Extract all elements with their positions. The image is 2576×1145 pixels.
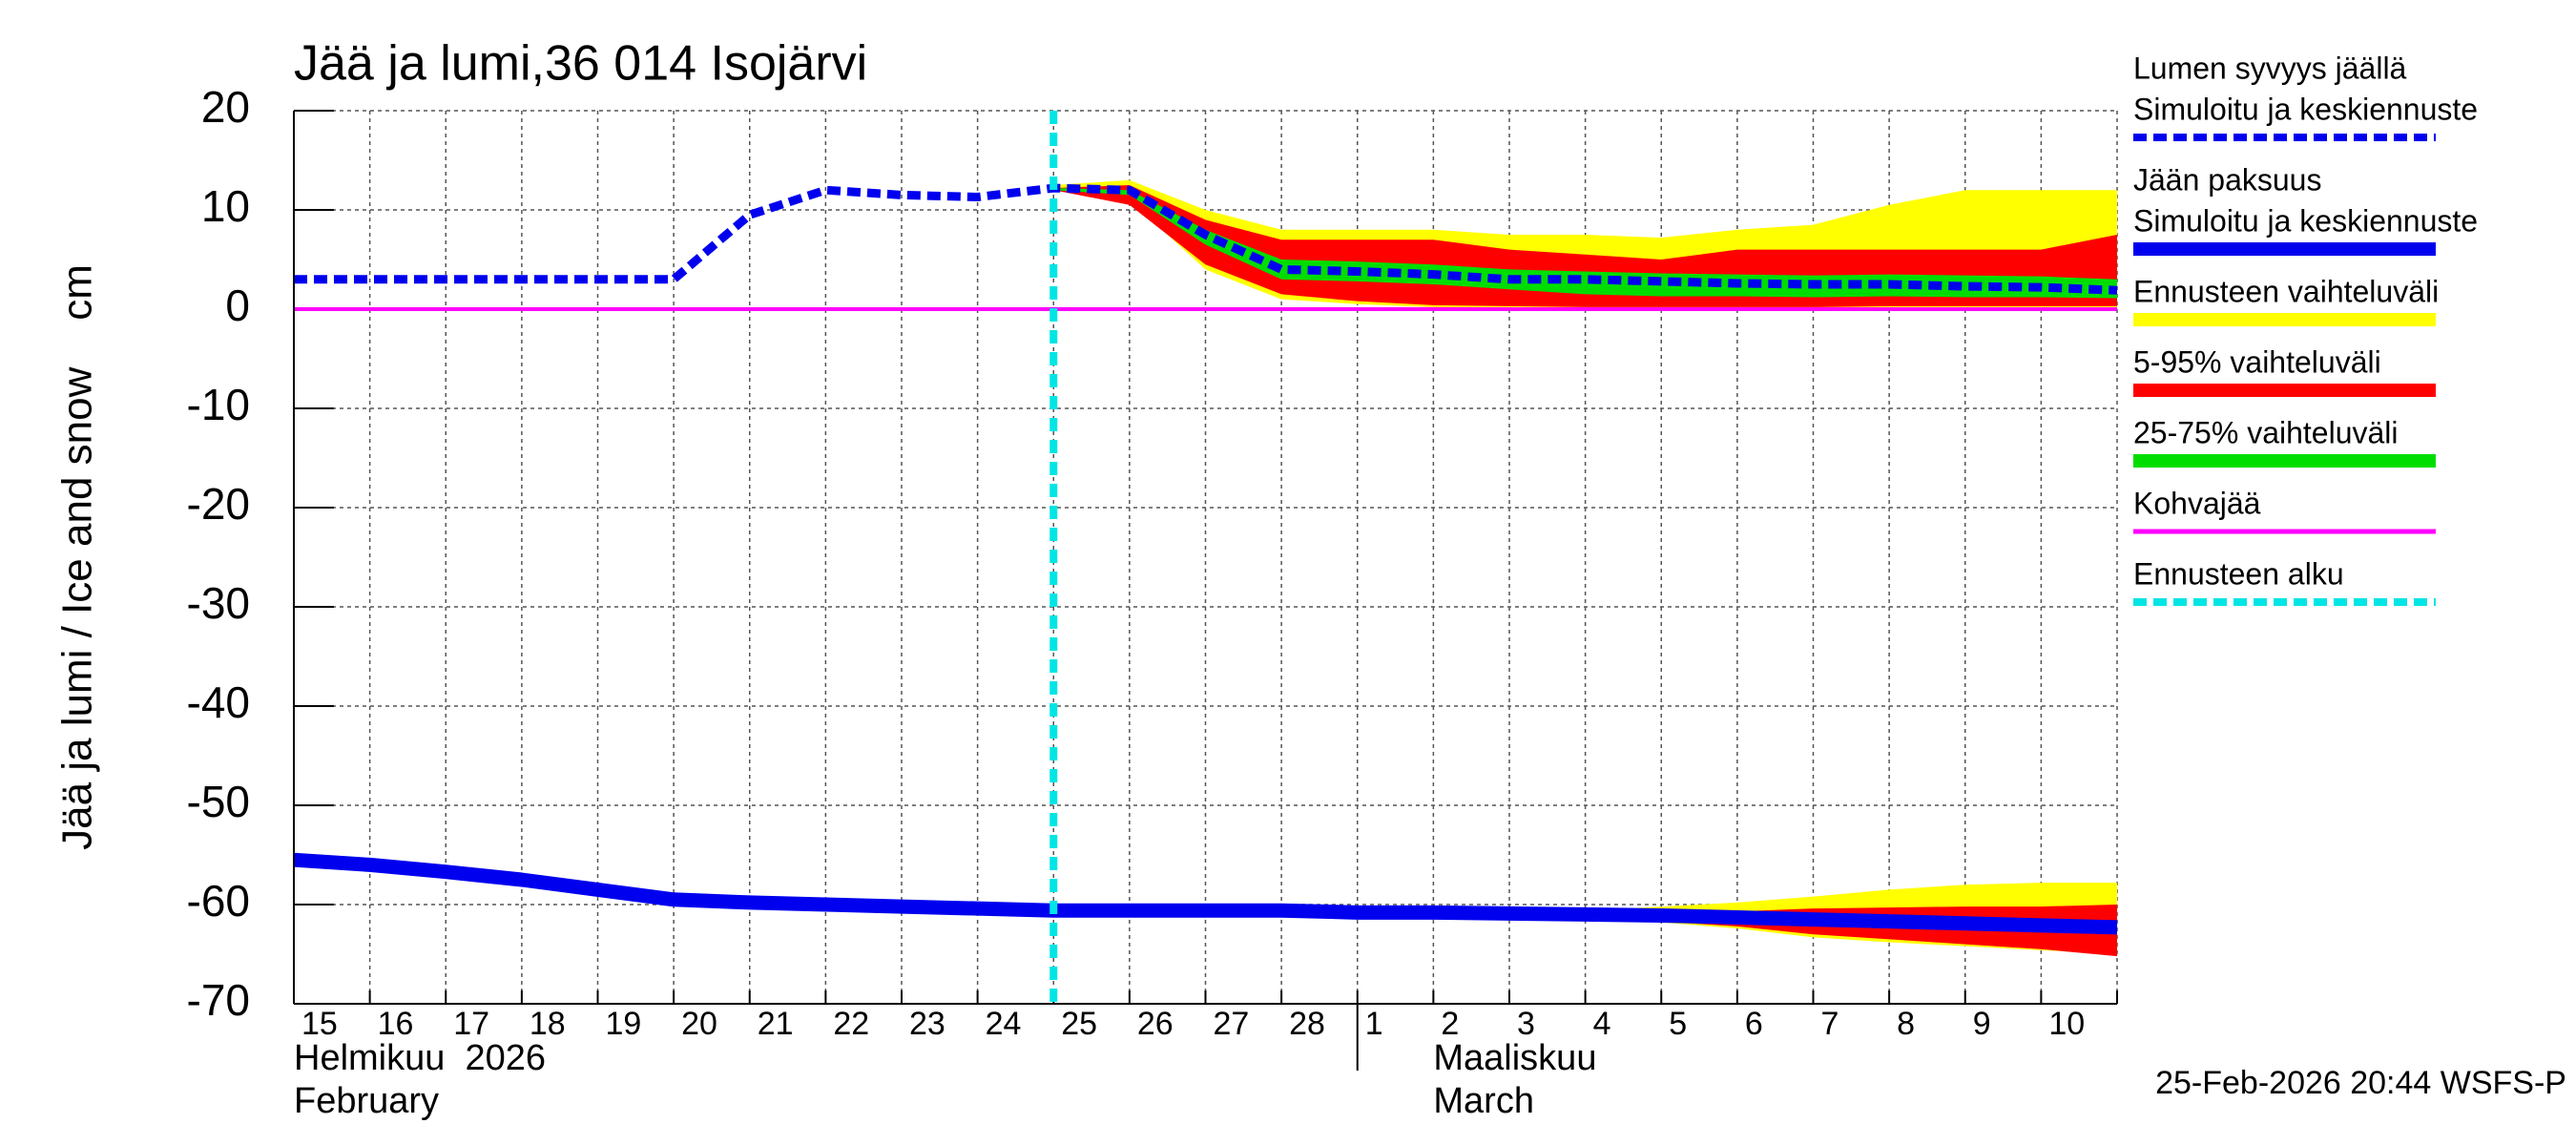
x-tick-label: 17 — [453, 1006, 489, 1042]
x-tick-label: 27 — [1214, 1006, 1250, 1042]
x-tick-label: 4 — [1593, 1006, 1611, 1042]
x-tick-label: 23 — [909, 1006, 945, 1042]
y-tick-label: 10 — [201, 181, 250, 231]
x-tick-label: 15 — [301, 1006, 338, 1042]
y-tick-label: -70 — [187, 975, 250, 1025]
x-tick-label: 26 — [1137, 1006, 1174, 1042]
x-tick-label: 25 — [1061, 1006, 1097, 1042]
month-label: Helmikuu 2026 — [294, 1038, 546, 1078]
y-tick-label: -30 — [187, 578, 250, 628]
x-tick-label: 18 — [530, 1006, 566, 1042]
legend-label: Kohvajää — [2133, 486, 2261, 520]
legend-label: Simuloitu ja keskiennuste — [2133, 92, 2478, 126]
y-tick-label: 0 — [225, 281, 250, 330]
x-tick-label: 9 — [1973, 1006, 1991, 1042]
x-tick-label: 10 — [2048, 1006, 2085, 1042]
footer: 25-Feb-2026 20:44 WSFS-P — [2155, 1065, 2566, 1101]
x-tick-label: 22 — [833, 1006, 869, 1042]
legend-label: Ennusteen alku — [2133, 556, 2344, 591]
legend-label: 25-75% vaihteluväli — [2133, 415, 2399, 449]
x-tick-label: 1 — [1365, 1006, 1383, 1042]
month-label: February — [294, 1081, 439, 1121]
month-label: Maaliskuu — [1433, 1038, 1596, 1078]
legend-label: Simuloitu ja keskiennuste — [2133, 203, 2478, 238]
x-tick-label: 5 — [1669, 1006, 1687, 1042]
x-tick-label: 16 — [378, 1006, 414, 1042]
x-tick-label: 19 — [606, 1006, 642, 1042]
x-tick-label: 7 — [1821, 1006, 1839, 1042]
chart-title: Jää ja lumi,36 014 Isojärvi — [294, 36, 867, 92]
legend-label: Jään paksuus — [2133, 162, 2321, 197]
month-label: March — [1433, 1081, 1534, 1121]
y-tick-label: -20 — [187, 479, 250, 529]
y-tick-label: -60 — [187, 876, 250, 926]
x-tick-label: 8 — [1897, 1006, 1915, 1042]
y-tick-label: -40 — [187, 677, 250, 727]
x-tick-label: 3 — [1517, 1006, 1535, 1042]
x-tick-label: 20 — [681, 1006, 717, 1042]
y-tick-label: -50 — [187, 777, 250, 826]
legend-label: Lumen syvyys jäällä — [2133, 51, 2407, 85]
y-axis-title: Jää ja lumi / Ice and snow cm — [54, 264, 101, 850]
y-tick-label: 20 — [201, 82, 250, 132]
y-tick-label: -10 — [187, 380, 250, 429]
x-tick-label: 24 — [986, 1006, 1022, 1042]
line — [294, 183, 2118, 295]
line — [293, 852, 2118, 935]
x-tick-label: 6 — [1745, 1006, 1763, 1042]
x-tick-label: 2 — [1441, 1006, 1459, 1042]
legend-label: Ennusteen vaihteluväli — [2133, 274, 2439, 308]
x-tick-label: 21 — [758, 1006, 794, 1042]
legend-label: 5-95% vaihteluväli — [2133, 344, 2381, 379]
x-tick-label: 28 — [1289, 1006, 1325, 1042]
